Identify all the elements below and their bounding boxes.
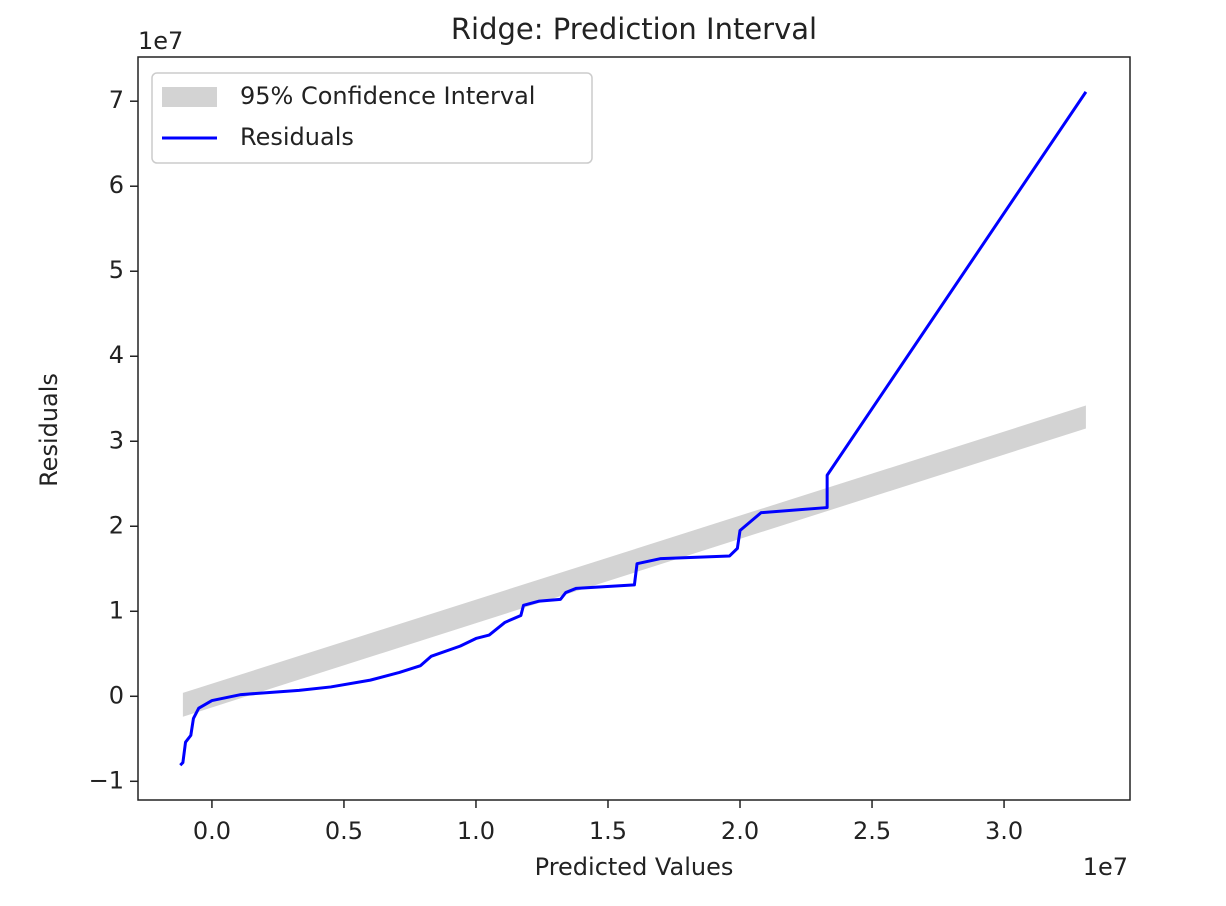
y-tick-label: 5: [109, 256, 124, 284]
y-tick-label: 3: [109, 426, 124, 454]
y-tick-label: 1: [109, 596, 124, 624]
x-tick-label: 1.0: [457, 817, 495, 845]
x-tick-label: 2.5: [853, 817, 891, 845]
chart-title: Ridge: Prediction Interval: [451, 12, 817, 46]
legend-label: 95% Confidence Interval: [240, 82, 535, 110]
y-tick-label: 4: [109, 341, 124, 369]
y-tick-label: −1: [89, 766, 124, 794]
x-tick-label: 3.0: [985, 817, 1023, 845]
y-tick-label: 2: [109, 511, 124, 539]
y-offset-label: 1e7: [138, 27, 183, 55]
y-tick-label: 7: [109, 86, 124, 114]
confidence-band: [182, 405, 1086, 717]
x-tick-label: 0.0: [193, 817, 231, 845]
y-tick-label: 6: [109, 171, 124, 199]
x-axis-label: Predicted Values: [535, 853, 734, 881]
legend-box: [151, 72, 593, 164]
plot-frame: [137, 56, 1131, 801]
residual-line: [179, 91, 1088, 767]
x-tick-label: 0.5: [325, 817, 363, 845]
x-offset-label: 1e7: [1083, 853, 1128, 881]
legend-label: Residuals: [240, 123, 354, 151]
y-tick-label: 0: [109, 681, 124, 709]
legend-swatch: [162, 87, 217, 107]
x-tick-label: 1.5: [589, 817, 627, 845]
y-axis-label: Residuals: [35, 373, 63, 487]
x-tick-label: 2.0: [721, 817, 759, 845]
